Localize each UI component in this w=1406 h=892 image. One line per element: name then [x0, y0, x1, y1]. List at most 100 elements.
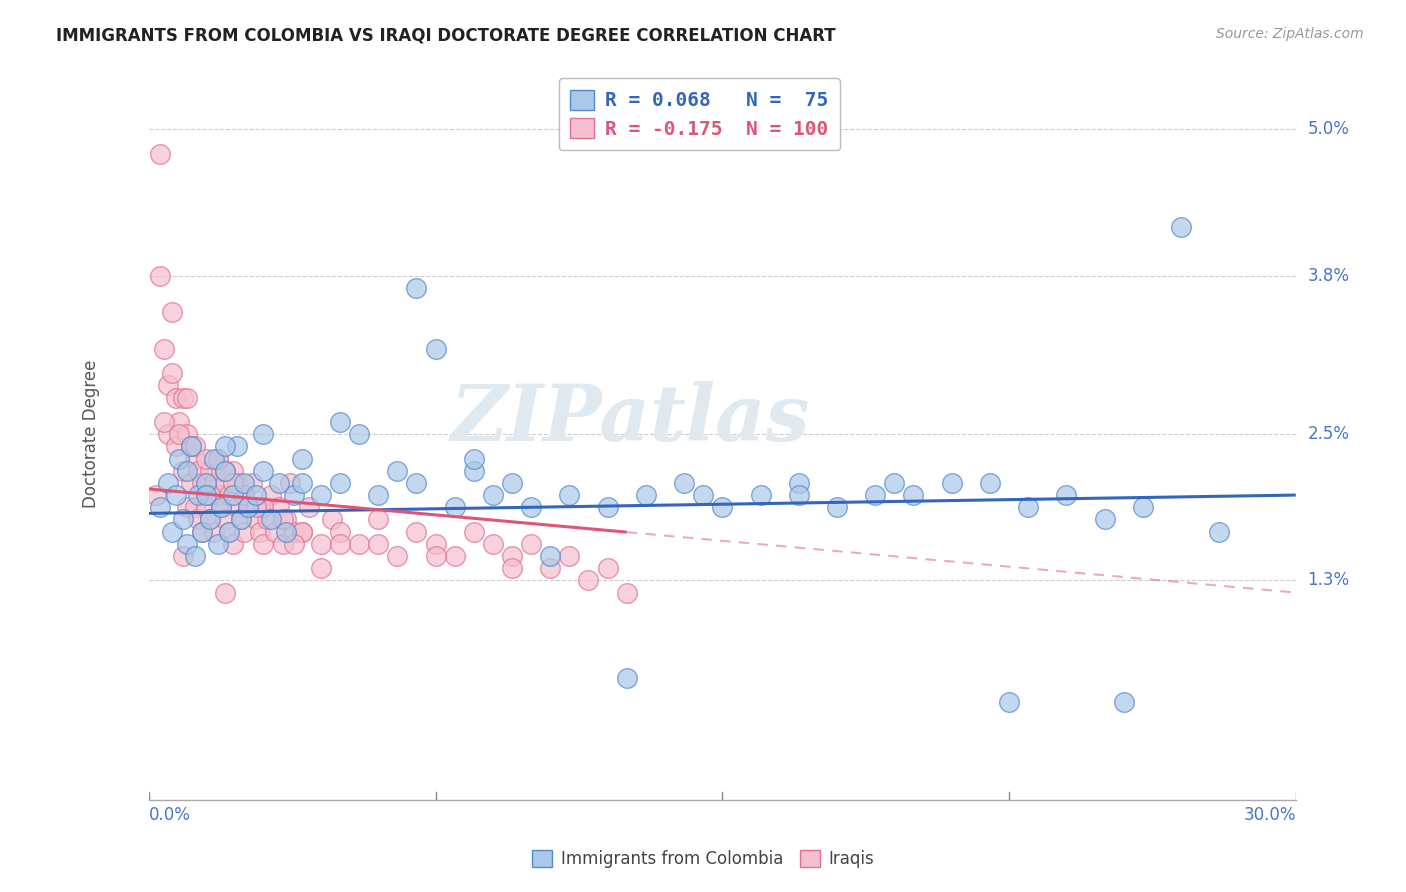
Point [172, 391, 194, 405]
Point [153, 342, 176, 356]
Point [238, 500, 260, 515]
Point [482, 488, 505, 502]
Point [443, 500, 465, 515]
Point [309, 537, 332, 551]
Point [218, 524, 240, 539]
Point [267, 475, 290, 490]
Point [214, 512, 236, 526]
Point [180, 439, 202, 453]
Point [198, 464, 221, 478]
Point [271, 537, 294, 551]
Point [558, 488, 581, 502]
Point [634, 488, 657, 502]
Point [979, 475, 1001, 490]
Point [165, 439, 187, 453]
Point [998, 695, 1021, 709]
Point [172, 512, 194, 526]
Text: 2.5%: 2.5% [1308, 425, 1350, 443]
Point [329, 415, 352, 429]
Point [195, 488, 218, 502]
Point [225, 475, 247, 490]
Point [1170, 219, 1192, 234]
Point [347, 537, 370, 551]
Point [291, 524, 314, 539]
Point [176, 427, 198, 442]
Point [501, 561, 523, 575]
Point [233, 524, 256, 539]
Point [145, 488, 167, 502]
Point [209, 500, 232, 515]
Point [443, 549, 465, 563]
Point [172, 549, 194, 563]
Point [425, 342, 447, 356]
Point [321, 512, 343, 526]
Point [245, 488, 267, 502]
Point [238, 500, 260, 515]
Point [387, 549, 409, 563]
Point [165, 391, 187, 405]
Point [222, 537, 245, 551]
Point [291, 451, 314, 466]
Point [191, 475, 214, 490]
Point [149, 146, 172, 161]
Point [202, 524, 225, 539]
Point [520, 537, 543, 551]
Point [256, 512, 278, 526]
Point [222, 475, 245, 490]
Point [252, 464, 274, 478]
Point [198, 512, 221, 526]
Point [195, 451, 218, 466]
Point [260, 512, 283, 526]
Point [367, 537, 389, 551]
Point [202, 475, 225, 490]
Text: 3.8%: 3.8% [1308, 267, 1350, 285]
Point [252, 427, 274, 442]
Point [298, 500, 321, 515]
Point [596, 500, 619, 515]
Point [482, 537, 505, 551]
Point [578, 574, 600, 588]
Point [176, 464, 198, 478]
Point [225, 500, 247, 515]
Point [367, 488, 389, 502]
Point [160, 305, 183, 319]
Point [222, 464, 245, 478]
Point [195, 475, 218, 490]
Point [425, 549, 447, 563]
Point [202, 451, 225, 466]
Point [425, 537, 447, 551]
Point [278, 475, 301, 490]
Point [883, 475, 905, 490]
Point [291, 475, 314, 490]
Point [252, 500, 274, 515]
Point [214, 464, 236, 478]
Point [245, 500, 267, 515]
Point [209, 500, 232, 515]
Point [160, 524, 183, 539]
Point [903, 488, 925, 502]
Point [616, 671, 638, 685]
Point [347, 427, 370, 442]
Point [501, 475, 523, 490]
Point [180, 439, 202, 453]
Point [405, 475, 427, 490]
Point [169, 415, 191, 429]
Point [387, 464, 409, 478]
Point [501, 549, 523, 563]
Text: Doctorate Degree: Doctorate Degree [83, 360, 100, 508]
Point [149, 268, 172, 283]
Point [538, 549, 561, 563]
Point [187, 488, 209, 502]
Text: IMMIGRANTS FROM COLOMBIA VS IRAQI DOCTORATE DEGREE CORRELATION CHART: IMMIGRANTS FROM COLOMBIA VS IRAQI DOCTOR… [56, 27, 835, 45]
Text: 30.0%: 30.0% [1243, 805, 1296, 824]
Point [207, 451, 229, 466]
Point [252, 537, 274, 551]
Point [209, 464, 232, 478]
Point [198, 512, 221, 526]
Point [787, 475, 810, 490]
Point [252, 500, 274, 515]
Text: 1.3%: 1.3% [1308, 572, 1350, 590]
Text: 5.0%: 5.0% [1308, 120, 1350, 138]
Point [825, 500, 848, 515]
Point [260, 488, 283, 502]
